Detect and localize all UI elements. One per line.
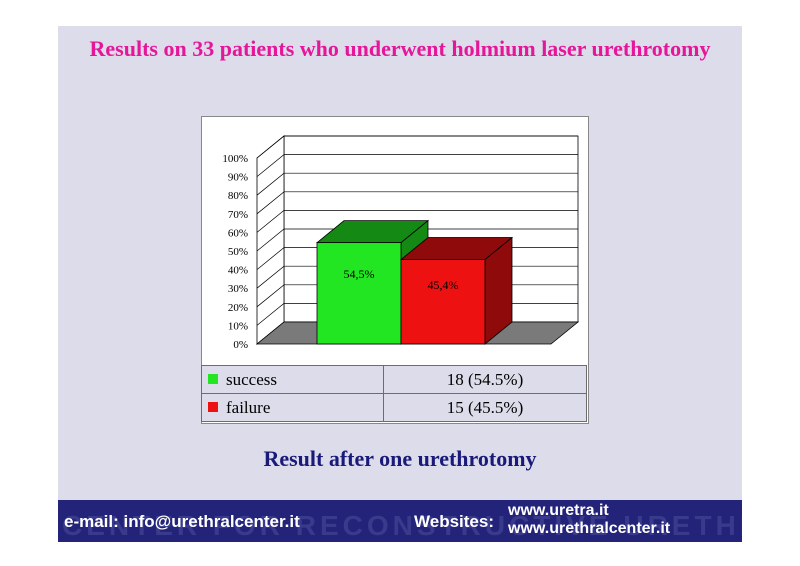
- bar-chart: 0% 10% 20% 30% 40% 50% 60% 70% 80% 90% 100% 54,5% 45…: [222, 135, 580, 351]
- failure-value: 15 (45.5%): [383, 393, 587, 422]
- failure-swatch: [208, 401, 218, 412]
- y-tick-label: 90%: [228, 172, 248, 184]
- footer-bar: CENTER FOR RECONSTRUCTIVE URETHRAL SURGE…: [58, 500, 742, 542]
- table-row: failure 15 (45.5%): [201, 393, 587, 422]
- y-tick-label: 20%: [228, 302, 248, 314]
- footer-watermark: CENTER FOR RECONSTRUCTIVE URETHRAL SURGE…: [62, 510, 742, 541]
- footer-email[interactable]: e-mail: info@urethralcenter.it: [64, 512, 300, 531]
- chart-caption: Result after one urethrotomy: [263, 446, 537, 471]
- gridline: [256, 228, 578, 252]
- footer-website-2[interactable]: www.urethralcenter.it: [508, 520, 671, 537]
- success-label: success: [226, 369, 277, 389]
- gridline: [256, 172, 578, 196]
- y-tick-label: 60%: [228, 227, 248, 239]
- y-tick-label: 10%: [228, 320, 248, 332]
- footer-website-1[interactable]: www.uretra.it: [508, 502, 609, 519]
- y-tick-label: 40%: [228, 265, 248, 277]
- y-tick-label: 0%: [233, 339, 248, 351]
- data-label-failure: 45,4%: [428, 278, 459, 292]
- table-label-cell: failure: [201, 393, 384, 422]
- gridline: [256, 191, 578, 215]
- footer-websites-label: Websites:: [414, 512, 494, 531]
- success-swatch: [208, 373, 218, 384]
- gridline: [256, 210, 578, 233]
- gridline: [256, 154, 578, 177]
- slide-title: Results on 33 patients who underwent hol…: [89, 36, 711, 61]
- table-label-cell: success: [201, 365, 384, 394]
- y-tick-label: 50%: [228, 246, 248, 258]
- gridline: [256, 135, 578, 159]
- y-tick-label: 30%: [228, 283, 248, 295]
- table-row: success 18 (54.5%): [201, 365, 587, 394]
- bar-failure: [400, 259, 486, 345]
- y-tick-label: 80%: [228, 190, 248, 202]
- y-tick-label: 100%: [222, 153, 248, 165]
- success-value: 18 (54.5%): [383, 365, 587, 394]
- data-table: success 18 (54.5%) failure 15 (45.5%): [201, 365, 587, 422]
- bar-success: [316, 242, 402, 345]
- data-label-success: 54,5%: [344, 267, 375, 281]
- failure-label: failure: [226, 397, 271, 417]
- slide: Results on 33 patients who underwent hol…: [58, 26, 742, 542]
- y-tick-label: 70%: [228, 209, 248, 221]
